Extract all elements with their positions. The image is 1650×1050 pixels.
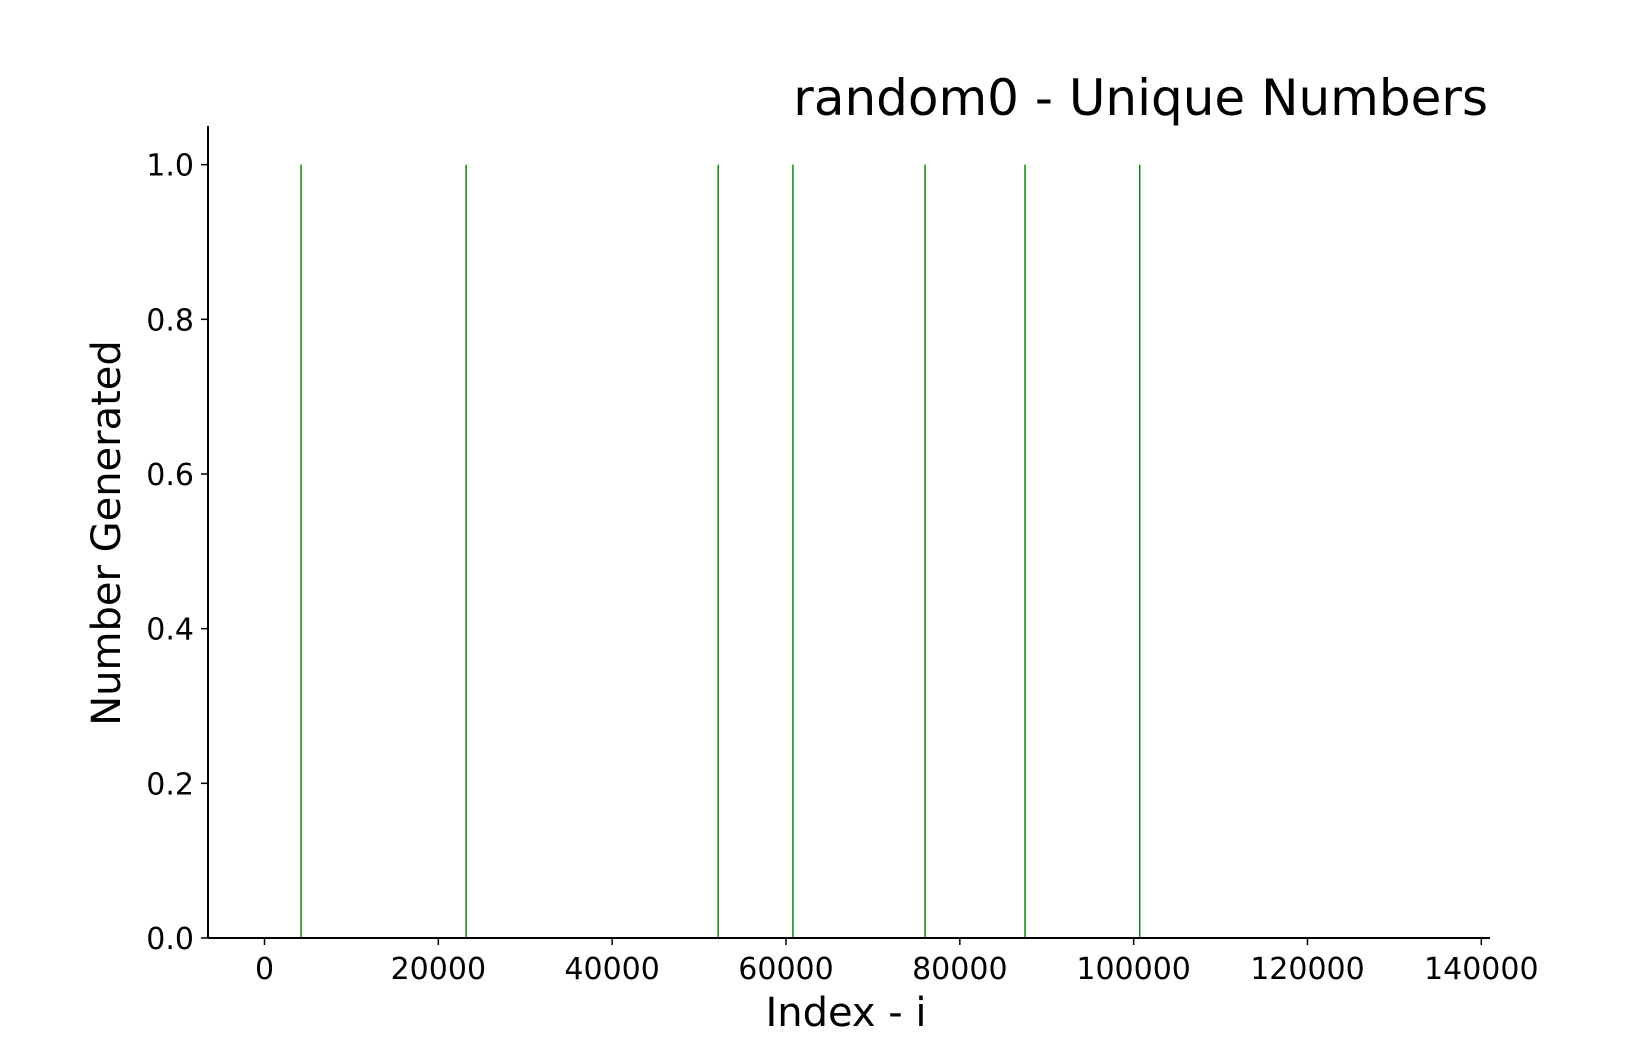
x-tick-label: 40000	[564, 952, 659, 987]
x-tick-label: 0	[255, 952, 274, 987]
x-tick-label: 120000	[1250, 952, 1365, 987]
y-tick-label: 0.6	[146, 458, 194, 493]
y-axis-ticks: 0.0 0.2 0.4 0.6 0.8 1.0	[146, 149, 208, 957]
y-tick-label: 0.0	[146, 922, 194, 957]
bar-series	[300, 164, 1141, 938]
x-axis-ticks: 0 20000 40000 60000 80000 100000 120000 140000	[255, 938, 1539, 987]
y-tick-label: 0.8	[146, 303, 194, 338]
x-tick-label: 60000	[738, 952, 833, 987]
x-tick-label: 20000	[391, 952, 486, 987]
y-axis-title: Number Generated	[84, 340, 130, 726]
y-tick-label: 0.2	[146, 767, 194, 802]
x-tick-label: 80000	[912, 952, 1007, 987]
x-axis-title: Index - i	[765, 990, 926, 1036]
x-tick-label: 140000	[1424, 952, 1539, 987]
y-tick-label: 1.0	[146, 149, 194, 184]
chart-title: random0 - Unique Numbers	[793, 69, 1488, 127]
y-tick-label: 0.4	[146, 613, 194, 648]
x-tick-label: 100000	[1076, 952, 1191, 987]
